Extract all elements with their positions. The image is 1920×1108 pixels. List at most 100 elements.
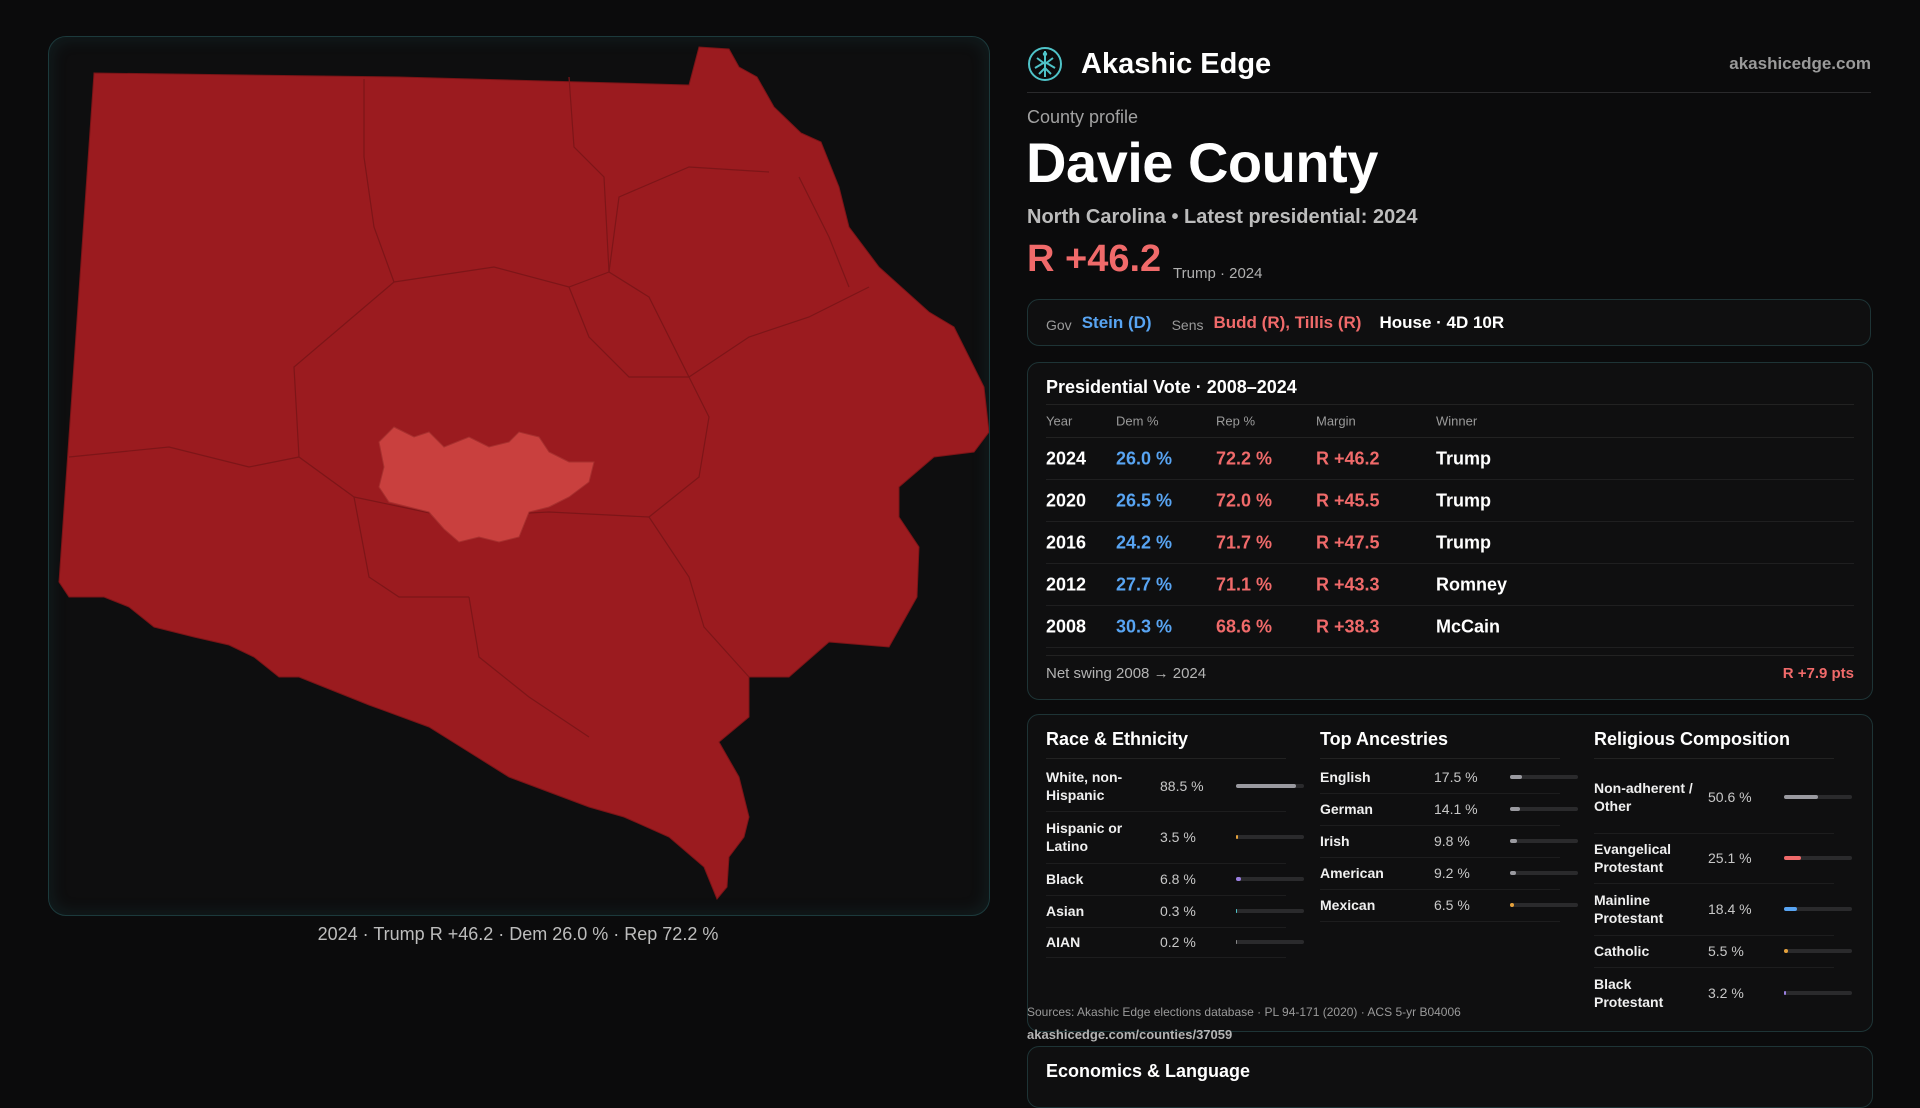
- economics-card: Economics & Language: [1027, 1046, 1873, 1108]
- item-label: Black: [1046, 871, 1084, 887]
- table-row: 2008 30.3 % 68.6 % R +38.3 McCain: [1046, 606, 1854, 648]
- item-label: Catholic: [1594, 943, 1650, 959]
- row-year: 2012: [1046, 574, 1087, 594]
- house-delegation: House · 4D 10R: [1379, 312, 1505, 332]
- item-pct: 3.2 %: [1708, 985, 1744, 1001]
- row-rep: 72.2 %: [1216, 448, 1273, 468]
- list-item: Catholic 5.5 %: [1594, 935, 1852, 968]
- item-bar: [1784, 991, 1787, 995]
- item-pct: 18.4 %: [1708, 901, 1752, 917]
- religion-title: Religious Composition: [1594, 729, 1790, 749]
- col-dem: Dem %: [1116, 413, 1159, 429]
- col-winner: Winner: [1436, 413, 1478, 429]
- item-label: American: [1320, 865, 1384, 881]
- demographics-card: Race & Ethnicity White, non-Hispanic 88.…: [1027, 714, 1873, 1032]
- item-pct: 6.5 %: [1434, 897, 1470, 913]
- item-label: Black Protestant: [1594, 976, 1664, 1010]
- senators-value: Budd (R), Tillis (R): [1213, 312, 1362, 332]
- item-label: Mainline Protestant: [1594, 892, 1664, 926]
- row-year: 2016: [1046, 532, 1087, 552]
- item-label: AIAN: [1046, 934, 1081, 950]
- county-map-panel[interactable]: [48, 36, 990, 916]
- item-pct: 9.2 %: [1434, 865, 1470, 881]
- headline-margin: R +46.2: [1027, 238, 1162, 280]
- tree-of-life-icon[interactable]: [1027, 46, 1063, 82]
- senators-label: Sens: [1171, 316, 1204, 333]
- row-year: 2008: [1046, 616, 1087, 636]
- item-bar: [1236, 877, 1241, 881]
- township-lines: [68, 76, 870, 738]
- economics-title: Economics & Language: [1046, 1061, 1251, 1081]
- item-bar: [1236, 909, 1238, 913]
- item-bar: [1784, 907, 1797, 911]
- race-ethnicity-title: Race & Ethnicity: [1046, 729, 1189, 749]
- governor-label: Gov: [1046, 316, 1072, 333]
- item-bar: [1510, 839, 1517, 843]
- item-pct: 50.6 %: [1708, 789, 1752, 805]
- item-bar: [1510, 871, 1517, 875]
- list-item: German 14.1 %: [1320, 793, 1578, 826]
- item-label: Hispanic or Latino: [1046, 820, 1123, 854]
- item-pct: 0.3 %: [1160, 903, 1196, 919]
- row-winner: McCain: [1436, 616, 1501, 636]
- item-bar: [1510, 775, 1522, 779]
- net-swing-label: Net swing 2008 → 2024: [1046, 665, 1207, 682]
- item-pct: 88.5 %: [1160, 778, 1204, 794]
- row-rep: 71.1 %: [1216, 574, 1273, 594]
- brand-header: Akashic Edge akashicedge.com: [1027, 36, 1871, 93]
- list-item: Black 6.8 %: [1046, 863, 1304, 896]
- row-dem: 24.2 %: [1116, 532, 1173, 552]
- col-rep: Rep %: [1216, 413, 1256, 429]
- list-item: Non-adherent / Other 50.6 %: [1594, 761, 1852, 834]
- item-bar: [1784, 856, 1802, 860]
- ancestries-title: Top Ancestries: [1320, 729, 1449, 749]
- town-area[interactable]: [378, 426, 595, 543]
- table-row: 2020 26.5 % 72.0 % R +45.5 Trump: [1046, 480, 1854, 522]
- row-year: 2020: [1046, 490, 1087, 510]
- brand-name[interactable]: Akashic Edge: [1081, 47, 1272, 80]
- row-dem: 30.3 %: [1116, 616, 1173, 636]
- item-pct: 25.1 %: [1708, 850, 1752, 866]
- item-label: English: [1320, 769, 1371, 785]
- map-caption: 2024 · Trump R +46.2 · Dem 26.0 % · Rep …: [317, 924, 719, 944]
- item-bar: [1784, 949, 1788, 953]
- item-pct: 0.2 %: [1160, 934, 1196, 950]
- row-margin: R +46.2: [1316, 448, 1380, 468]
- list-item: Hispanic or Latino 3.5 %: [1046, 811, 1304, 864]
- row-dem: 27.7 %: [1116, 574, 1173, 594]
- row-rep: 68.6 %: [1216, 616, 1273, 636]
- list-item: American 9.2 %: [1320, 857, 1578, 890]
- county-map[interactable]: [49, 37, 989, 915]
- list-item: English 17.5 %: [1320, 761, 1578, 794]
- source-link[interactable]: akashicedge.com/counties/37059: [1027, 1027, 1233, 1042]
- row-winner: Romney: [1436, 574, 1508, 594]
- item-label: Irish: [1320, 833, 1350, 849]
- item-pct: 3.5 %: [1160, 829, 1196, 845]
- col-year: Year: [1046, 413, 1073, 429]
- table-row: 2024 26.0 % 72.2 % R +46.2 Trump: [1046, 438, 1854, 480]
- site-link[interactable]: akashicedge.com: [1729, 54, 1871, 73]
- sources-note: Sources: Akashic Edge elections database…: [1027, 1005, 1461, 1019]
- row-margin: R +47.5: [1316, 532, 1380, 552]
- list-item: Asian 0.3 %: [1046, 895, 1304, 928]
- row-year: 2024: [1046, 448, 1087, 468]
- item-label: White, non-Hispanic: [1046, 769, 1123, 803]
- row-rep: 71.7 %: [1216, 532, 1273, 552]
- page-title: Davie County: [1026, 131, 1378, 194]
- item-label: Non-adherent / Other: [1594, 780, 1693, 814]
- row-rep: 72.0 %: [1216, 490, 1273, 510]
- list-item: White, non-Hispanic 88.5 %: [1046, 761, 1304, 812]
- table-row: 2012 27.7 % 71.1 % R +43.3 Romney: [1046, 564, 1854, 606]
- item-bar: [1236, 784, 1297, 788]
- row-margin: R +38.3: [1316, 616, 1380, 636]
- page-eyebrow: County profile: [1027, 107, 1139, 127]
- row-dem: 26.0 %: [1116, 448, 1173, 468]
- item-bar: [1784, 795, 1819, 799]
- list-item: Irish 9.8 %: [1320, 825, 1578, 858]
- row-winner: Trump: [1436, 490, 1492, 510]
- list-item: Evangelical Protestant 25.1 %: [1594, 833, 1852, 884]
- item-pct: 14.1 %: [1434, 801, 1478, 817]
- item-bar: [1510, 903, 1515, 907]
- table-row: 2016 24.2 % 71.7 % R +47.5 Trump: [1046, 522, 1854, 564]
- governor-value: Stein (D): [1081, 312, 1152, 332]
